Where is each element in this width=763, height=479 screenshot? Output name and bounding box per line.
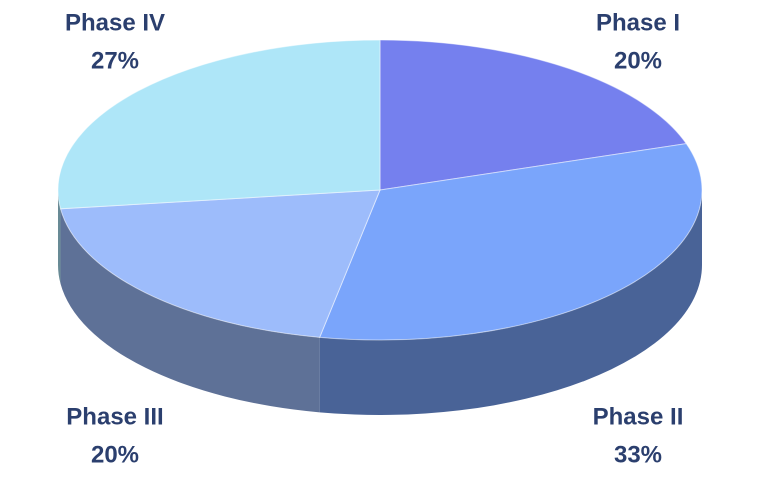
slice-label: Phase IV <box>65 9 165 36</box>
slice-value-label: 33% <box>614 441 662 468</box>
slice <box>318 143 703 341</box>
slice-side <box>60 208 320 413</box>
slice <box>57 39 381 210</box>
slice-side <box>319 190 702 415</box>
slice-label: Phase II <box>593 403 684 430</box>
slice-label: Phase I <box>596 9 680 36</box>
slice-value-label: 27% <box>91 47 139 74</box>
slice <box>59 189 381 338</box>
slice-side <box>58 190 61 284</box>
slice-value-label: 20% <box>91 441 139 468</box>
slice-label: Phase III <box>66 403 163 430</box>
slice <box>379 39 688 191</box>
slice-value-label: 20% <box>614 47 662 74</box>
